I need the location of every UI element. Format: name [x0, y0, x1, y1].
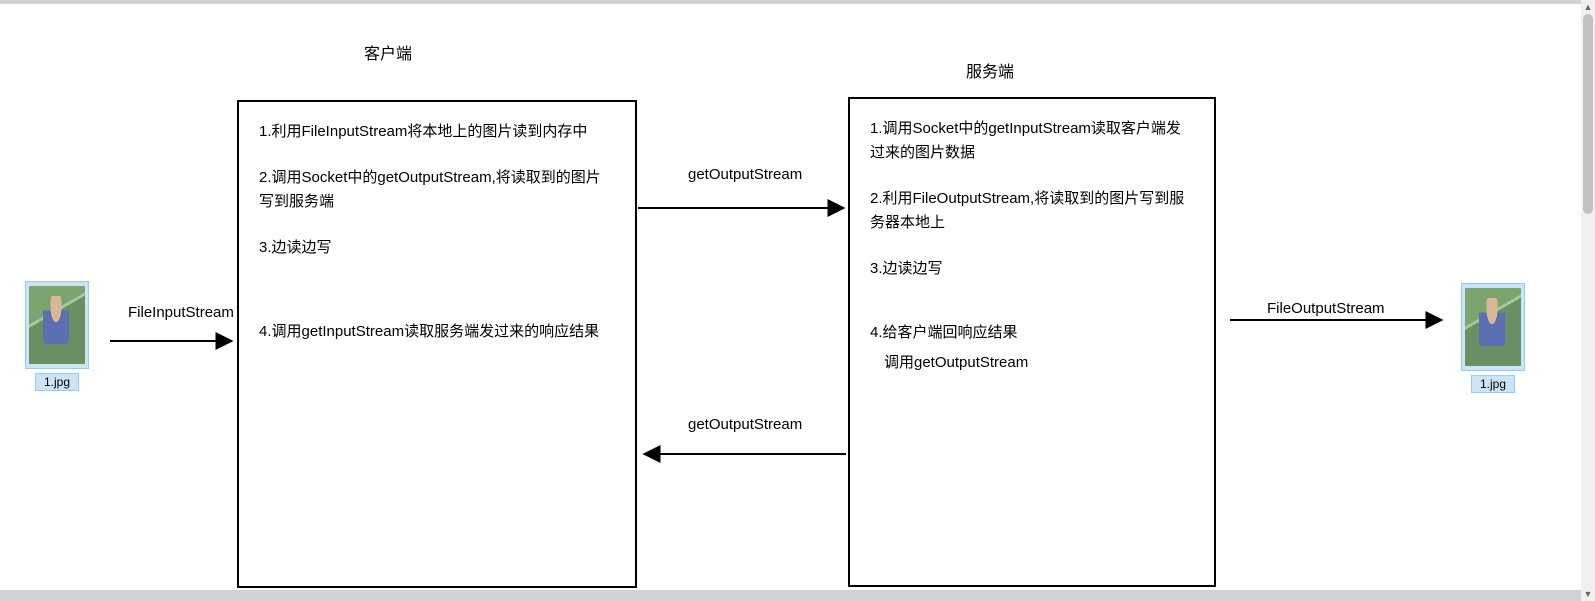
- server-step-4: 4.给客户端回响应结果: [870, 321, 1194, 345]
- client-step-4: 4.调用getInputStream读取服务端发过来的响应结果: [259, 320, 615, 344]
- server-box: 1.调用Socket中的getInputStream读取客户端发过来的图片数据 …: [848, 97, 1216, 587]
- client-step-2: 2.调用Socket中的getOutputStream,将读取到的图片写到服务端: [259, 166, 615, 214]
- server-step-2: 2.利用FileOutputStream,将读取到的图片写到服务器本地上: [870, 187, 1194, 235]
- vertical-scrollbar[interactable]: ▲ ▼: [1581, 0, 1595, 601]
- file-left-label: 1.jpg: [35, 373, 79, 391]
- scroll-up-button[interactable]: ▲: [1581, 0, 1595, 14]
- server-box-content: 1.调用Socket中的getInputStream读取客户端发过来的图片数据 …: [850, 99, 1214, 393]
- server-title: 服务端: [966, 58, 1014, 82]
- image-icon: [1465, 288, 1521, 366]
- file-right-thumb: [1461, 283, 1525, 371]
- arrow-file-output-label: FileOutputStream: [1267, 300, 1385, 317]
- arrow-to-server: [638, 200, 850, 220]
- scroll-thumb[interactable]: [1583, 14, 1593, 214]
- server-step-1: 1.调用Socket中的getInputStream读取客户端发过来的图片数据: [870, 117, 1194, 165]
- server-step-3: 3.边读边写: [870, 257, 1194, 281]
- client-title: 客户端: [364, 40, 412, 64]
- file-right[interactable]: 1.jpg: [1454, 283, 1532, 393]
- arrow-to-server-label: getOutputStream: [688, 166, 802, 183]
- file-left[interactable]: 1.jpg: [18, 281, 96, 391]
- client-step-3: 3.边读边写: [259, 236, 615, 260]
- file-left-thumb: [25, 281, 89, 369]
- arrow-to-client: [640, 446, 852, 466]
- client-box-content: 1.利用FileInputStream将本地上的图片读到内存中 2.调用Sock…: [239, 102, 635, 368]
- server-step-4b: 调用getOutputStream: [884, 351, 1194, 375]
- file-right-label: 1.jpg: [1471, 375, 1515, 393]
- client-step-1: 1.利用FileInputStream将本地上的图片读到内存中: [259, 120, 615, 144]
- arrow-file-input: [110, 334, 240, 354]
- scroll-down-button[interactable]: ▼: [1581, 587, 1595, 601]
- arrow-to-client-label: getOutputStream: [688, 416, 802, 433]
- diagram-canvas: 客户端 服务端 1.利用FileInputStream将本地上的图片读到内存中 …: [0, 4, 1581, 590]
- arrow-file-input-label: FileInputStream: [128, 304, 234, 321]
- image-icon: [29, 286, 85, 364]
- client-box: 1.利用FileInputStream将本地上的图片读到内存中 2.调用Sock…: [237, 100, 637, 588]
